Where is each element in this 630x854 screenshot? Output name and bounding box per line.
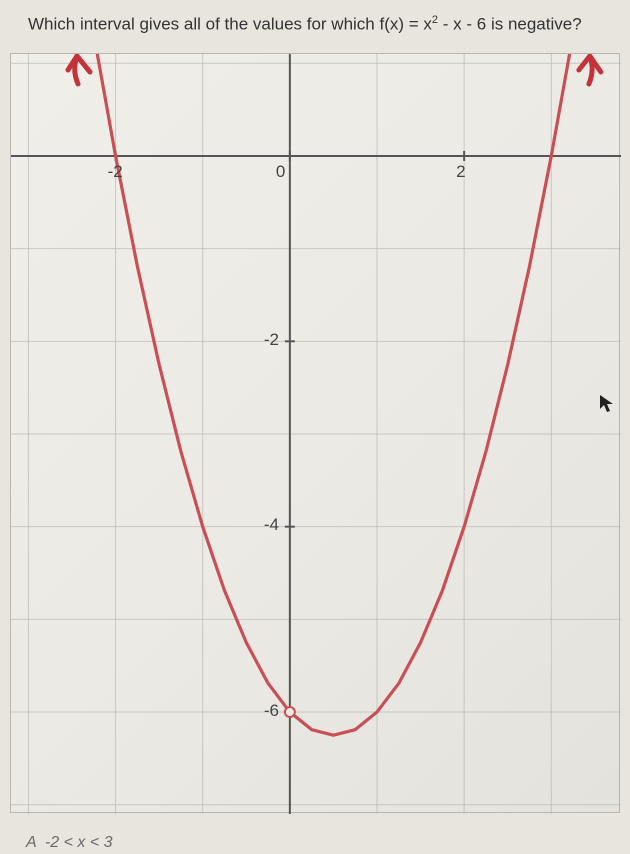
answer-option: A -2 < x < 3 (26, 834, 113, 852)
answer-text: -2 < x < 3 (45, 834, 113, 851)
graph-container: -2 0 2 -2 -4 -6 (10, 53, 620, 813)
x-tick-label: -2 (108, 162, 123, 182)
question-text: Which interval gives all of the values f… (0, 0, 630, 43)
question-prefix: Which interval gives all of the values f… (28, 15, 432, 34)
answer-prefix: A (26, 834, 36, 851)
parabola-chart (11, 54, 621, 814)
x-tick-label: 0 (276, 162, 285, 182)
x-tick-label: 2 (456, 162, 465, 182)
y-tick-label: -4 (264, 515, 279, 535)
question-suffix: - x - 6 is negative? (438, 15, 582, 34)
y-tick-label: -2 (264, 330, 279, 350)
cursor-icon (599, 394, 615, 414)
y-tick-label: -6 (264, 701, 279, 721)
